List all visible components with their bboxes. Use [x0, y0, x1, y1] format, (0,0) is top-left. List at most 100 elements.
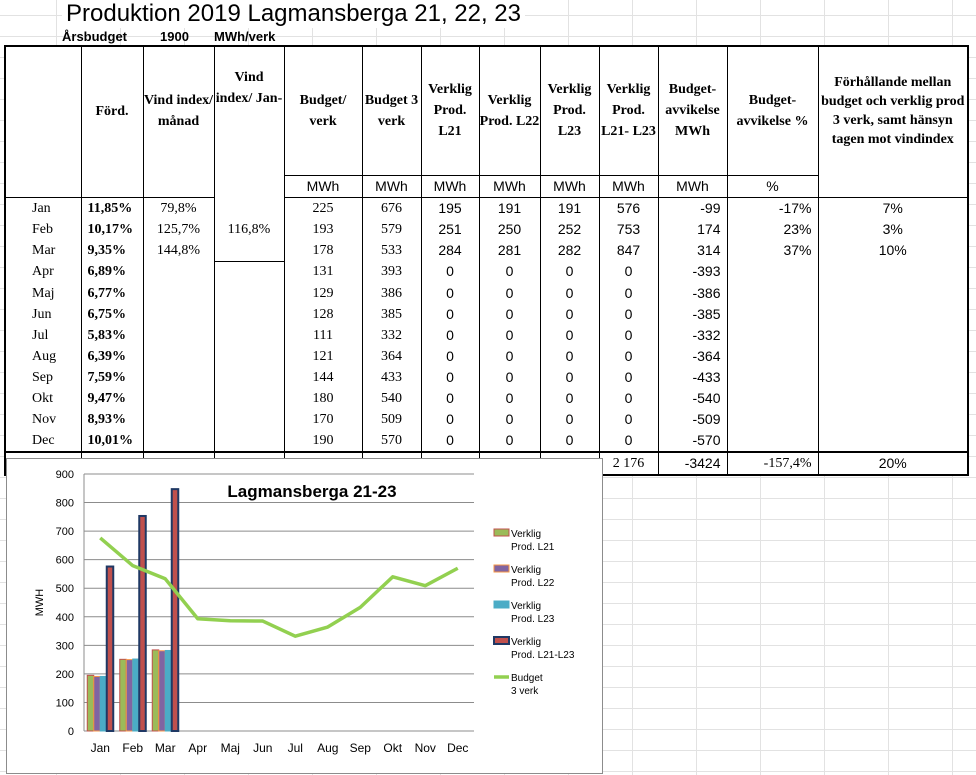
cell-vind: [142, 324, 215, 346]
y-tick-label: 400: [56, 612, 74, 624]
vind-jan-cell: [213, 366, 285, 388]
y-tick-label: 300: [56, 640, 74, 652]
cell-ford: 11,85%: [80, 197, 144, 219]
y-tick-label: 100: [56, 697, 74, 709]
cell-tot: 576: [598, 197, 659, 219]
cell-avv: -385: [657, 303, 728, 325]
cell-l22: 0: [478, 282, 541, 304]
cell-ford: 6,77%: [80, 282, 144, 304]
unit-l22: MWh: [478, 174, 541, 198]
cell-tot: 0: [598, 261, 659, 283]
cell-l22: 0: [478, 261, 541, 283]
cell-bv: 131: [283, 261, 363, 283]
l22-header: Verklig Prod. L22: [478, 45, 541, 175]
legend-label: 3 verk: [511, 686, 539, 697]
cell-l22: 0: [478, 366, 541, 388]
cell-avv: -386: [657, 282, 728, 304]
cell-tot: 0: [598, 282, 659, 304]
cell-month: Nov: [4, 408, 82, 430]
cell-vind: 79,8%: [142, 197, 215, 219]
cell-avv: 314: [657, 239, 728, 261]
unit-cell-empty: [80, 175, 144, 198]
bar-verklig-prod-l22: [158, 650, 166, 732]
unit-avv-pct: %: [726, 174, 819, 198]
unit-cell-empty: [4, 175, 82, 198]
legend-label: Prod. L21: [511, 542, 555, 553]
x-tick-label: Sep: [350, 741, 372, 755]
cell-month: Sep: [4, 366, 82, 388]
cell-forh: 3%: [817, 218, 969, 240]
budget-line: [99, 536, 459, 638]
annual-budget-label: Årsbudget: [62, 29, 127, 44]
cell-month: Jun: [4, 303, 82, 325]
x-tick-label: Mar: [155, 741, 176, 755]
cell-tot: 0: [598, 408, 659, 430]
l23-header: Verklig Prod. L23: [539, 45, 600, 175]
sheet-title: Produktion 2019 Lagmansberga 21, 22, 23: [62, 0, 526, 28]
cell-avv: 174: [657, 218, 728, 240]
cell-l21: 0: [420, 387, 480, 409]
budget-verk-header: Budget/ verk: [283, 45, 363, 175]
cell-forh: 10%: [817, 239, 969, 261]
cell-l23: 0: [539, 387, 600, 409]
legend-label: Verklig: [511, 637, 541, 648]
cell-b3: 386: [361, 282, 422, 304]
cell-ford: 7,59%: [80, 366, 144, 388]
vind-jan-cell: [213, 197, 285, 219]
y-tick-label: 500: [56, 583, 74, 595]
cell-l21: 0: [420, 429, 480, 452]
cell-b3: 433: [361, 366, 422, 388]
cell-avvp: 23%: [726, 218, 819, 240]
cell-bv: 190: [283, 429, 363, 452]
cell-bv: 180: [283, 387, 363, 409]
cell-l23: 282: [539, 239, 600, 261]
cell-avvp: [726, 429, 819, 452]
cell-l23: 0: [539, 429, 600, 452]
cell-tot: 753: [598, 218, 659, 240]
vind-jan-cell: [213, 239, 285, 262]
legend-swatch: [493, 600, 510, 609]
cell-forh: [817, 324, 969, 346]
table-row: Aug 6,39% 121 364 0 0 0 0 -364: [4, 345, 969, 367]
legend-label: Verklig: [511, 529, 541, 540]
cell-l22: 0: [478, 324, 541, 346]
cell-bv: 121: [283, 345, 363, 367]
cell-l23: 0: [539, 408, 600, 430]
cell-l22: 0: [478, 303, 541, 325]
header-row: Förd. Vind index/ månad Vind index/ Jan-…: [4, 45, 969, 175]
cell-vind: [142, 387, 215, 409]
y-axis-label: MWH: [34, 589, 46, 617]
cell-ford: 9,35%: [80, 239, 144, 261]
cell-ford: 6,89%: [80, 261, 144, 283]
cell-avv: -99: [657, 197, 728, 219]
vind-jan-cell: [213, 387, 285, 409]
cell-l21: 284: [420, 239, 480, 261]
y-tick-label: 200: [56, 669, 74, 681]
cell-l23: 0: [539, 261, 600, 283]
y-tick-label: 900: [56, 469, 74, 481]
table-row: Jan 11,85% 79,8% 225 676 195 191 191 576 -99 -17% 7…: [4, 197, 969, 219]
cell-vind: [142, 429, 215, 452]
vind-jan-header: Vind index/ Jan-: [213, 45, 285, 175]
x-tick-label: Aug: [317, 741, 338, 755]
cell-bv: 128: [283, 303, 363, 325]
cell-forh: [817, 282, 969, 304]
cell-l21: 0: [420, 345, 480, 367]
cell-bv: 193: [283, 218, 363, 240]
cell-forh: [817, 429, 969, 452]
production-chart[interactable]: 0 100 200 300 400 500 600 700 800 900 MWH Lagmansbe…: [6, 458, 603, 774]
cell-vind: 125,7%: [142, 218, 215, 240]
x-tick-label: Maj: [221, 741, 240, 755]
cell-vind: [142, 345, 215, 367]
cell-avv: -433: [657, 366, 728, 388]
cell-l23: 0: [539, 345, 600, 367]
cell-bv: 111: [283, 324, 363, 346]
legend-label: Prod. L21-L23: [511, 650, 575, 661]
table-row: Mar 9,35% 144,8% 178 533 284 281 282 847 314 37% 10…: [4, 239, 969, 262]
x-tick-label: Dec: [447, 741, 468, 755]
cell-avvp: [726, 366, 819, 388]
cell-forh: [817, 366, 969, 388]
legend-label: Budget: [511, 673, 543, 684]
cell-b3: 509: [361, 408, 422, 430]
cell-l22: 191: [478, 197, 541, 219]
